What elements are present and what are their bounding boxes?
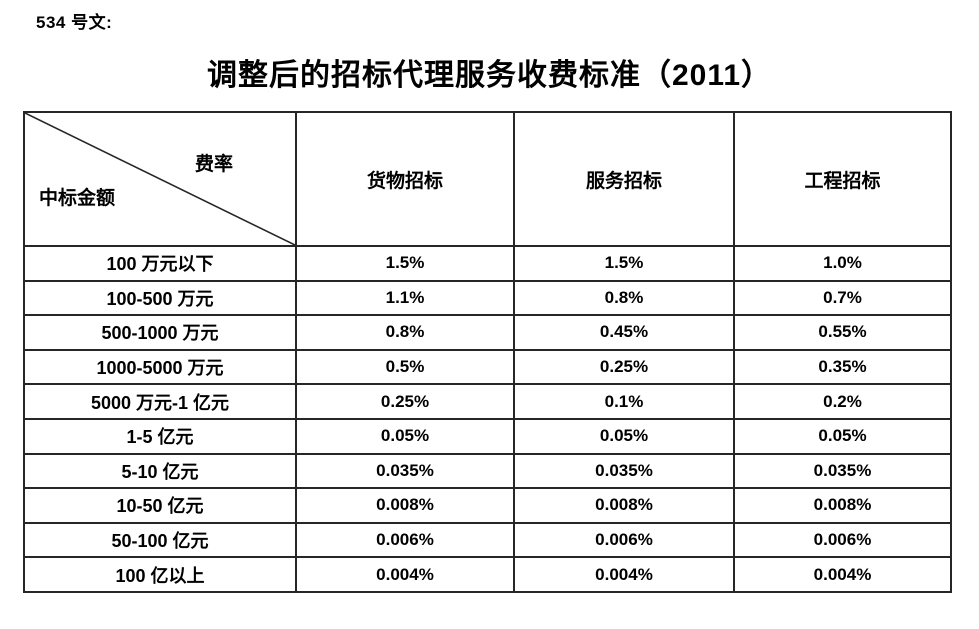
fee-value-cell: 0.45% bbox=[513, 314, 735, 351]
row-label-cell: 100 万元以下 bbox=[23, 245, 297, 282]
table-row: 1-5 亿元 0.05% 0.05% 0.05% bbox=[23, 417, 952, 455]
fee-value-cell: 0.006% bbox=[295, 521, 515, 559]
row-label-cell: 1-5 亿元 bbox=[23, 417, 297, 455]
row-label-cell: 500-1000 万元 bbox=[23, 314, 297, 351]
doc-number-label: 534 号文: bbox=[36, 13, 113, 32]
table-row: 100 万元以下 1.5% 1.5% 1.0% bbox=[23, 245, 952, 282]
row-label-cell: 100 亿以上 bbox=[23, 556, 297, 593]
fee-value-cell: 1.1% bbox=[295, 279, 515, 317]
row-label-cell: 10-50 亿元 bbox=[23, 487, 297, 524]
column-header-services: 服务招标 bbox=[513, 111, 735, 247]
fee-value-cell: 0.35% bbox=[733, 348, 952, 386]
fee-value-cell: 0.05% bbox=[513, 417, 735, 455]
fee-value-cell: 1.5% bbox=[513, 245, 735, 282]
fee-value-cell: 0.8% bbox=[513, 279, 735, 317]
fee-rate-label: 费率 bbox=[195, 154, 234, 175]
fee-value-cell: 0.004% bbox=[513, 556, 735, 593]
fee-value-cell: 0.55% bbox=[733, 314, 952, 351]
row-label-cell: 5000 万元-1 亿元 bbox=[23, 383, 297, 420]
fee-value-cell: 0.006% bbox=[733, 521, 952, 559]
table-row: 100-500 万元 1.1% 0.8% 0.7% bbox=[23, 279, 952, 317]
fee-value-cell: 0.8% bbox=[295, 314, 515, 351]
table-row: 5-10 亿元 0.035% 0.035% 0.035% bbox=[23, 452, 952, 490]
fee-value-cell: 0.25% bbox=[513, 348, 735, 386]
fee-value-cell: 0.035% bbox=[295, 452, 515, 490]
fee-value-cell: 1.0% bbox=[733, 245, 952, 282]
row-label-cell: 100-500 万元 bbox=[23, 279, 297, 317]
fee-value-cell: 0.035% bbox=[733, 452, 952, 490]
fee-value-cell: 0.008% bbox=[733, 487, 952, 524]
page-title: 调整后的招标代理服务收费标准（2011） bbox=[206, 59, 773, 92]
row-label-cell: 5-10 亿元 bbox=[23, 452, 297, 490]
fee-value-cell: 0.05% bbox=[295, 417, 515, 455]
fee-value-cell: 0.004% bbox=[295, 556, 515, 593]
fee-value-cell: 1.5% bbox=[295, 245, 515, 282]
fee-value-cell: 0.008% bbox=[513, 487, 735, 524]
fee-rate-table: 费率 中标金额 货物招标 服务招标 工程招标 100 万元以下 1.5% 1.5… bbox=[23, 111, 952, 593]
table-header-row: 费率 中标金额 货物招标 服务招标 工程招标 bbox=[23, 111, 952, 247]
row-label-cell: 1000-5000 万元 bbox=[23, 348, 297, 386]
corner-header-cell: 费率 中标金额 bbox=[23, 111, 297, 247]
row-label-cell: 50-100 亿元 bbox=[23, 521, 297, 559]
fee-value-cell: 0.05% bbox=[733, 417, 952, 455]
table-row: 5000 万元-1 亿元 0.25% 0.1% 0.2% bbox=[23, 383, 952, 420]
fee-value-cell: 0.008% bbox=[295, 487, 515, 524]
column-header-goods: 货物招标 bbox=[295, 111, 515, 247]
table-row: 100 亿以上 0.004% 0.004% 0.004% bbox=[23, 556, 952, 593]
fee-value-cell: 0.035% bbox=[513, 452, 735, 490]
table-row: 1000-5000 万元 0.5% 0.25% 0.35% bbox=[23, 348, 952, 386]
fee-value-cell: 0.2% bbox=[733, 383, 952, 420]
table-row: 50-100 亿元 0.006% 0.006% 0.006% bbox=[23, 521, 952, 559]
bid-amount-label: 中标金额 bbox=[39, 188, 116, 209]
fee-value-cell: 0.004% bbox=[733, 556, 952, 593]
table-row: 500-1000 万元 0.8% 0.45% 0.55% bbox=[23, 314, 952, 351]
fee-value-cell: 0.1% bbox=[513, 383, 735, 420]
column-header-engineering: 工程招标 bbox=[733, 111, 952, 247]
fee-value-cell: 0.25% bbox=[295, 383, 515, 420]
diagonal-line bbox=[25, 113, 295, 245]
table-row: 10-50 亿元 0.008% 0.008% 0.008% bbox=[23, 487, 952, 524]
fee-value-cell: 0.5% bbox=[295, 348, 515, 386]
fee-value-cell: 0.7% bbox=[733, 279, 952, 317]
fee-value-cell: 0.006% bbox=[513, 521, 735, 559]
